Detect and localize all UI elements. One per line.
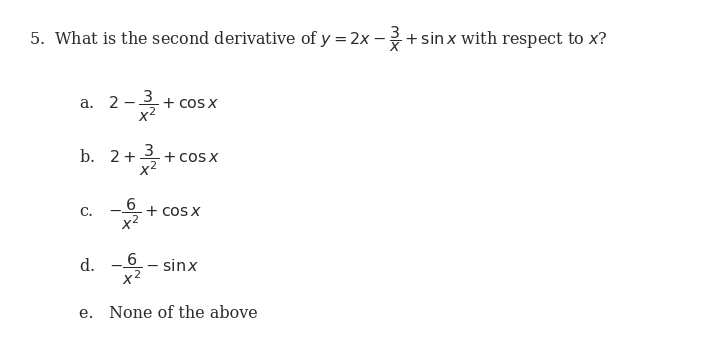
Text: c.   $-\dfrac{6}{x^2} + \cos x$: c. $-\dfrac{6}{x^2} + \cos x$ [79, 197, 202, 232]
Text: b.   $2 + \dfrac{3}{x^2} + \cos x$: b. $2 + \dfrac{3}{x^2} + \cos x$ [79, 142, 220, 178]
Text: e.   None of the above: e. None of the above [79, 305, 258, 322]
Text: a.   $2 - \dfrac{3}{x^2} + \cos x$: a. $2 - \dfrac{3}{x^2} + \cos x$ [79, 88, 220, 124]
Text: 5.  What is the second derivative of $y = 2x - \dfrac{3}{x} + \sin x$ with respe: 5. What is the second derivative of $y =… [29, 24, 608, 54]
Text: d.   $-\dfrac{6}{x^2} - \sin x$: d. $-\dfrac{6}{x^2} - \sin x$ [79, 251, 199, 286]
